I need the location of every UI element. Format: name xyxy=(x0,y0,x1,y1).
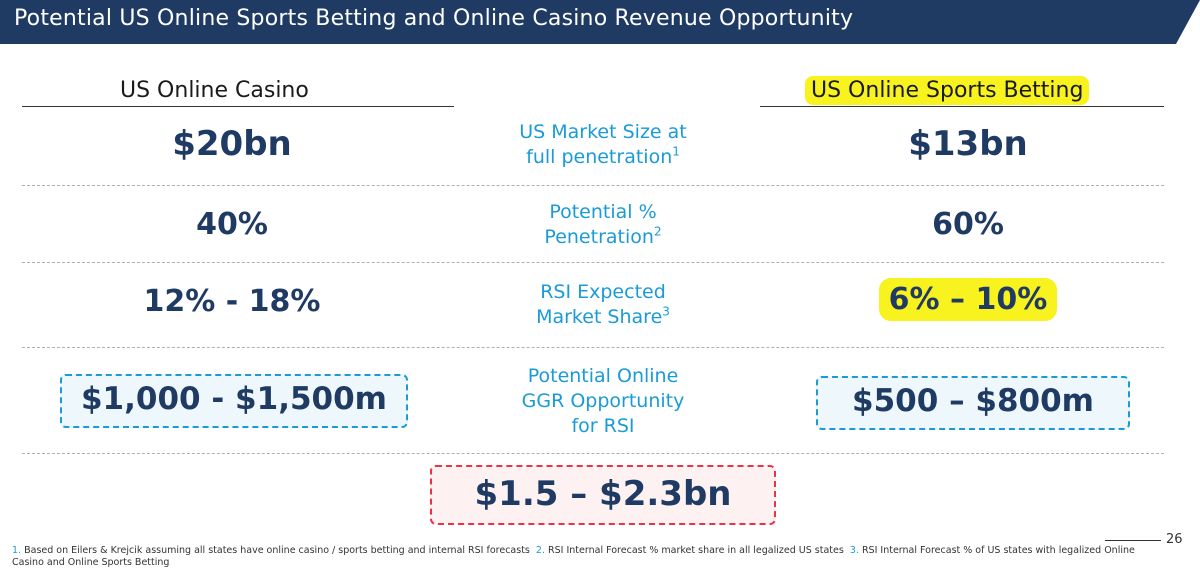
sports-ggr-opportunity: $500 – $800m xyxy=(852,383,1094,419)
label-line: GGR Opportunity xyxy=(521,390,685,412)
label-line: Potential % xyxy=(549,201,657,223)
footnote-text: Based on Eilers & Krejcik assuming all s… xyxy=(24,545,530,556)
label-text: Penetration xyxy=(544,226,654,248)
label-line: full penetration1 xyxy=(480,145,726,170)
label-line: US Market Size at xyxy=(519,121,687,143)
sports-market-share-highlight: 6% – 10% xyxy=(878,278,1058,321)
page-title: Potential US Online Sports Betting and O… xyxy=(14,6,854,31)
casino-ggr-opportunity: $1,000 - $1,500m xyxy=(80,381,387,417)
right-heading-rule xyxy=(760,106,1164,107)
casino-market-size: $20bn xyxy=(172,124,292,164)
footnote-ref: 2 xyxy=(653,224,662,239)
sports-penetration: 60% xyxy=(932,207,1004,242)
footnote-text: RSI Internal Forecast % market share in … xyxy=(548,545,844,556)
footnote-number: 1. xyxy=(12,545,22,556)
row-divider xyxy=(22,262,1164,263)
label-line: Market Share3 xyxy=(480,305,726,330)
footnote-text: RSI Internal Forecast % of US states wit… xyxy=(12,545,1135,568)
total-box xyxy=(430,465,776,525)
row-divider xyxy=(22,453,1164,454)
label-line: for RSI xyxy=(571,415,635,437)
banner-shape xyxy=(0,0,1200,44)
title-banner: Potential US Online Sports Betting and O… xyxy=(0,0,1200,44)
footnote-ref: 1 xyxy=(672,144,680,159)
left-column-heading: US Online Casino xyxy=(120,78,309,103)
sports-market-share: 6% – 10% xyxy=(758,278,1178,321)
row-label-market-size: US Market Size at full penetration1 xyxy=(480,120,726,170)
right-column-heading: US Online Sports Betting xyxy=(805,76,1090,105)
page-number: 26 xyxy=(1166,532,1183,547)
footnote-ref: 3 xyxy=(662,304,670,319)
label-line: Penetration2 xyxy=(480,225,726,250)
label-text: Market Share xyxy=(536,306,663,328)
casino-market-share: 12% - 18% xyxy=(143,284,321,319)
label-text: full penetration xyxy=(526,146,673,168)
row-label-ggr-opportunity: Potential Online GGR Opportunity for RSI xyxy=(480,364,726,439)
sports-market-size: $13bn xyxy=(908,124,1028,164)
casino-penetration: 40% xyxy=(196,207,268,242)
left-heading-rule xyxy=(22,106,454,107)
right-heading-highlight: US Online Sports Betting xyxy=(805,76,1090,105)
row-divider xyxy=(22,185,1164,186)
sports-ggr-box xyxy=(816,376,1130,430)
footnotes: 1. Based on Eilers & Krejcik assuming al… xyxy=(12,545,1162,569)
row-label-penetration: Potential % Penetration2 xyxy=(480,200,726,250)
row-divider xyxy=(22,347,1164,348)
label-line: Potential Online xyxy=(527,365,679,387)
page-number-rule xyxy=(1105,540,1161,541)
footnote-number: 2. xyxy=(535,545,545,556)
row-label-market-share: RSI Expected Market Share3 xyxy=(480,280,726,330)
label-line: RSI Expected xyxy=(540,281,666,303)
total-opportunity: $1.5 – $2.3bn xyxy=(474,474,732,514)
footnote-number: 3. xyxy=(849,545,859,556)
casino-ggr-box xyxy=(60,374,408,428)
